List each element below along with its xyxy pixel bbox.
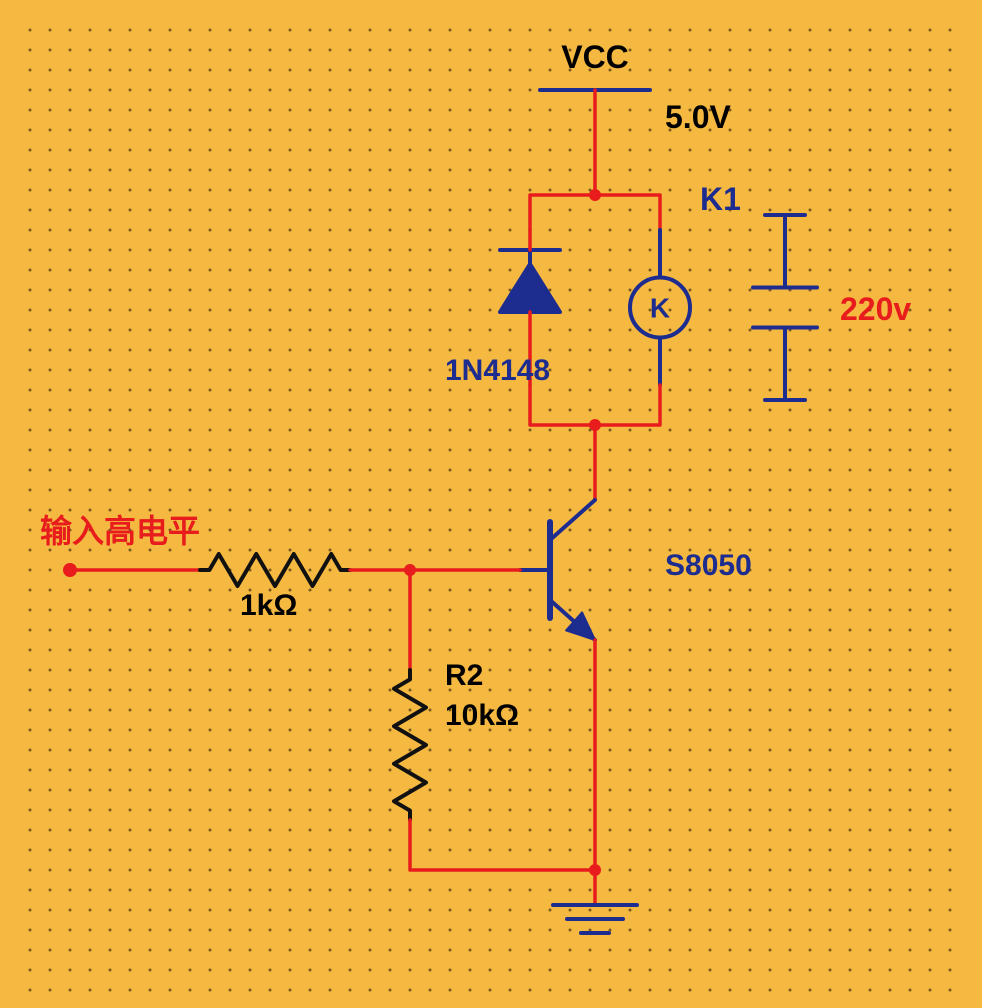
label-r2-value: 10kΩ	[445, 699, 519, 732]
label-r2-name: R2	[445, 659, 483, 692]
dot-grid	[14, 14, 968, 994]
label-transistor: S8050	[665, 549, 752, 582]
circuit-schematic: VCC 5.0V 1N4148 K K1 220v S8050 输入高电平 1kΩ R2 10kΩ	[0, 0, 982, 1008]
label-r1: 1kΩ	[240, 589, 297, 622]
relay-coil-k: K	[650, 293, 670, 324]
label-input: 输入高电平	[40, 513, 200, 549]
label-vcc: VCC	[561, 39, 629, 75]
label-relay-name: K1	[700, 181, 741, 217]
label-vcc-voltage: 5.0V	[665, 99, 731, 135]
label-relay-voltage: 220v	[840, 291, 911, 327]
label-diode: 1N4148	[445, 354, 550, 387]
